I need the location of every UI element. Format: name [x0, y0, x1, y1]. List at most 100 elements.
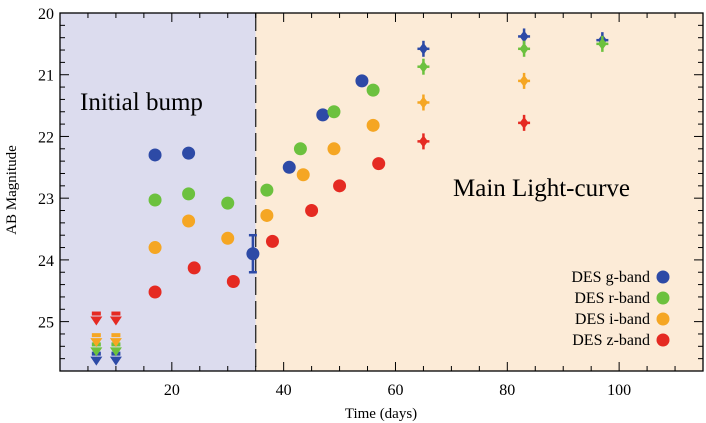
y-tick-label: 22: [38, 129, 54, 146]
des-r-band-marker: [182, 187, 196, 201]
des-z-band-marker: [519, 116, 529, 129]
des-z-band-point: [305, 204, 319, 218]
des-i-band-point: [518, 72, 531, 89]
des-g-band-marker: [519, 30, 529, 43]
x-tick-label: 100: [607, 382, 631, 399]
des-z-band-marker: [265, 234, 279, 248]
des-i-band-upper-limit: [90, 333, 103, 348]
des-i-band-upper-limit: [109, 333, 122, 348]
x-tick-label: 60: [387, 382, 403, 399]
y-tick-label: 24: [38, 253, 54, 270]
legend-marker-des-z-band: [656, 333, 670, 347]
des-r-band-point: [366, 83, 380, 97]
des-z-band-point: [333, 179, 347, 193]
legend-marker-des-i-band: [656, 312, 670, 326]
des-z-band-marker: [372, 157, 386, 171]
des-r-band-point: [518, 40, 531, 57]
des-i-band-marker: [148, 241, 162, 255]
des-g-band-point: [355, 74, 369, 88]
des-z-band-marker: [418, 135, 428, 148]
des-z-band-upper-limit: [90, 311, 103, 326]
regions-layer: [60, 13, 703, 371]
x-tick-label: 20: [164, 382, 180, 399]
des-r-band-point: [417, 58, 430, 75]
ticks-layer: 20 40 60 80 100 20 21 22 23 24 25: [38, 6, 703, 399]
des-i-band-point: [221, 231, 235, 245]
legend-label-des-r-band: DES r-band: [574, 290, 650, 307]
des-r-band-point: [327, 105, 341, 119]
des-r-band-point: [260, 183, 274, 197]
des-i-band-marker: [296, 168, 310, 182]
legend-label-des-g-band: DES g-band: [571, 269, 650, 286]
des-i-band-limit-bar: [111, 333, 121, 338]
des-i-band-point: [148, 241, 162, 255]
des-r-band-marker: [327, 105, 341, 119]
des-g-band-point: [182, 146, 196, 160]
des-z-band-limit-arrow: [90, 316, 103, 326]
region-label-initial-bump: Initial bump: [80, 89, 203, 116]
des-r-band-limit-arrow: [109, 347, 122, 357]
des-r-band-marker: [597, 37, 607, 50]
des-i-band-marker: [182, 214, 196, 228]
legend-label-des-z-band: DES z-band: [572, 332, 650, 349]
des-z-band-upper-limit: [109, 311, 122, 326]
des-r-band-point: [596, 35, 609, 52]
des-g-band-limit-arrow: [90, 356, 103, 366]
data-points-layer: [90, 28, 609, 366]
des-z-band-point: [265, 234, 279, 248]
region-background-1: [255, 13, 703, 371]
des-z-band-point: [148, 285, 162, 299]
des-z-band-marker: [187, 261, 201, 275]
y-tick-label: 20: [38, 6, 54, 23]
des-r-band-marker: [366, 83, 380, 97]
des-r-band-point: [182, 187, 196, 201]
des-r-band-marker: [148, 193, 162, 207]
des-i-band-limit-arrow: [90, 338, 103, 348]
legend-marker-des-g-band: [656, 270, 670, 284]
x-axis-label: Time (days): [345, 406, 417, 422]
legend: DES g-band DES r-band DES i-band DES z-band: [571, 269, 670, 349]
des-i-band-point: [182, 214, 196, 228]
des-r-band-point: [221, 196, 235, 210]
des-i-band-marker: [260, 208, 274, 222]
des-r-band-marker: [418, 60, 428, 73]
legend-label-des-i-band: DES i-band: [575, 311, 650, 328]
des-g-band-point: [316, 108, 330, 122]
des-g-band-point: [148, 148, 162, 162]
des-z-band-marker: [148, 285, 162, 299]
des-z-band-marker: [305, 204, 319, 218]
des-g-band-marker: [182, 146, 196, 160]
y-tick-label: 25: [38, 315, 54, 332]
des-g-band-point: [246, 233, 260, 274]
plot-frame: [59, 12, 704, 372]
des-r-band-marker: [519, 42, 529, 55]
des-i-band-point: [327, 142, 341, 156]
des-z-band-point: [187, 261, 201, 275]
des-i-band-point: [417, 94, 430, 111]
region-background-0: [60, 13, 256, 371]
des-z-band-limit-bar: [91, 311, 101, 316]
y-tick-label: 23: [38, 191, 54, 208]
des-z-band-marker: [333, 179, 347, 193]
des-g-band-marker: [418, 42, 428, 55]
des-i-band-point: [260, 208, 274, 222]
des-i-band-point: [296, 168, 310, 182]
y-axis-label: AB Magnitude: [4, 145, 20, 235]
des-r-band-marker: [260, 183, 274, 197]
des-g-band-limit-arrow: [109, 356, 122, 366]
region-label-main-light-curve: Main Light-curve: [453, 175, 630, 202]
des-z-band-point: [518, 114, 531, 131]
des-g-band-marker: [282, 160, 296, 174]
x-tick-label: 40: [276, 382, 292, 399]
des-i-band-marker: [366, 118, 380, 132]
des-g-band-point: [417, 40, 430, 57]
des-z-band-point: [372, 157, 386, 171]
des-i-band-marker: [327, 142, 341, 156]
des-z-band-point: [226, 275, 240, 288]
des-z-band-limit-arrow: [109, 316, 122, 326]
des-i-band-point: [366, 118, 380, 132]
des-g-band-marker: [148, 148, 162, 162]
des-z-band-marker: [226, 275, 240, 288]
legend-marker-des-r-band: [656, 291, 670, 305]
